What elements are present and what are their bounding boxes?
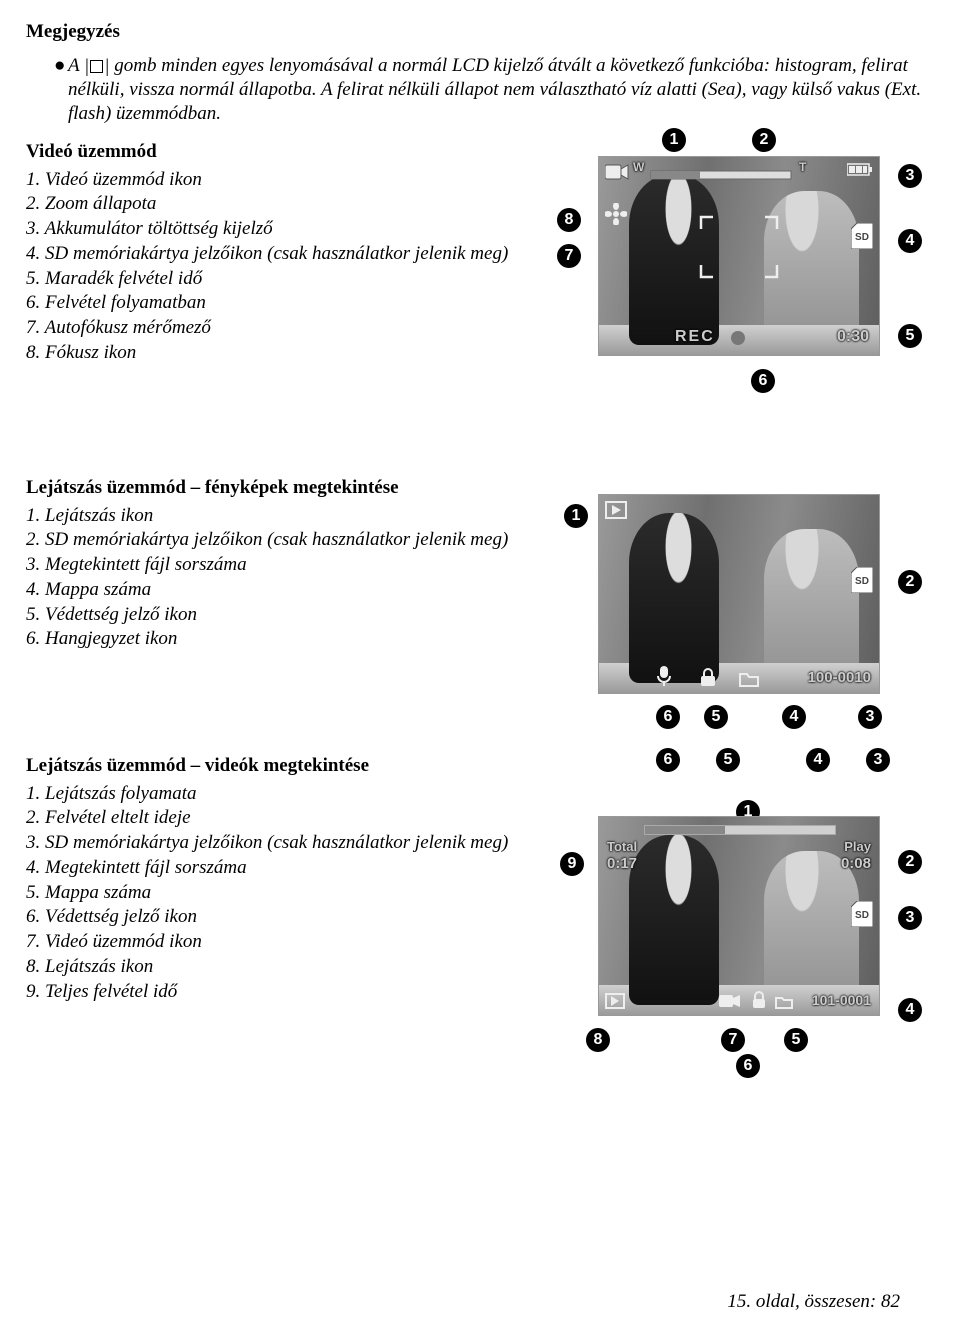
callout-3: 3 <box>858 705 882 729</box>
file-number: 101-0001 <box>812 992 871 1010</box>
play-icon <box>605 993 625 1009</box>
list-item: 2. Zoom állapota <box>26 192 526 216</box>
page-footer: 15. oldal, összesen: 82 <box>727 1290 900 1314</box>
rec-time: 0:30 <box>837 327 869 347</box>
voice-memo-icon <box>655 665 673 687</box>
note-text-prefix: A <box>68 55 84 76</box>
svg-text:SD: SD <box>855 910 869 921</box>
callout-4: 4 <box>806 748 830 772</box>
callout-8: 8 <box>557 208 581 232</box>
play-video-list: 1. Lejátszás folyamata 2. Felvétel eltel… <box>26 782 526 1004</box>
zoom-w-label: W <box>633 160 644 175</box>
note-text-suffix: gomb minden egyes lenyomásával a normál … <box>68 55 921 124</box>
macro-icon <box>605 203 627 225</box>
callout-2: 2 <box>752 128 776 152</box>
callout-3b: 3 <box>898 906 922 930</box>
play-photo-lcd: SD 100-0010 <box>598 494 880 694</box>
callout-1: 1 <box>564 504 588 528</box>
list-item: 3. Megtekintett fájl sorszáma <box>26 553 526 577</box>
sd-card-icon: SD <box>851 901 873 927</box>
folder-icon <box>775 995 793 1009</box>
video-mode-list: 1. Videó üzemmód ikon 2. Zoom állapota 3… <box>26 168 526 365</box>
list-item: 6. Védettség jelző ikon <box>26 905 526 929</box>
folder-icon <box>739 671 759 687</box>
list-item: 7. Autofókusz mérőmező <box>26 316 526 340</box>
callout-3: 3 <box>866 748 890 772</box>
video-lcd: W T SD REC 0:30 <box>598 156 880 356</box>
total-time: 0:17 <box>607 855 637 874</box>
zoom-t-label: T <box>799 160 806 175</box>
list-item: 4. Megtekintett fájl sorszáma <box>26 856 526 880</box>
total-label: Total <box>607 839 637 855</box>
callout-5: 5 <box>704 705 728 729</box>
focus-brackets-icon <box>699 215 779 279</box>
lock-icon <box>751 991 767 1009</box>
svg-text:SD: SD <box>855 232 869 243</box>
callout-6: 6 <box>656 705 680 729</box>
list-item: 9. Teljes felvétel idő <box>26 980 526 1004</box>
note-heading: Megjegyzés <box>26 20 926 44</box>
play-photo-list: 1. Lejátszás ikon 2. SD memóriakártya je… <box>26 504 526 652</box>
list-item: 3. SD memóriakártya jelzőikon (csak hasz… <box>26 831 526 855</box>
rec-dot-icon <box>731 331 745 345</box>
list-item: 6. Felvétel folyamatban <box>26 291 526 315</box>
callout-3: 3 <box>898 164 922 188</box>
list-item: 6. Hangjegyzet ikon <box>26 627 526 651</box>
list-item: 2. Felvétel eltelt ideje <box>26 806 526 830</box>
list-item: 3. Akkumulátor töltöttség kijelző <box>26 217 526 241</box>
callout-4: 4 <box>782 705 806 729</box>
callout-4b: 4 <box>898 998 922 1022</box>
list-item: 8. Fókusz ikon <box>26 341 526 365</box>
file-number: 100-0010 <box>808 669 871 688</box>
rec-label: REC <box>675 327 715 347</box>
callout-6: 6 <box>751 369 775 393</box>
sd-card-icon: SD <box>851 567 873 593</box>
battery-icon <box>847 163 873 176</box>
play-icon <box>605 501 627 519</box>
list-item: 4. SD memóriakártya jelzőikon (csak hasz… <box>26 242 526 266</box>
note-bullet: ● A || gomb minden egyes lenyomásával a … <box>54 54 926 126</box>
list-item: 5. Védettség jelző ikon <box>26 603 526 627</box>
lock-icon <box>699 667 717 687</box>
list-item: 7. Videó üzemmód ikon <box>26 930 526 954</box>
callout-9: 9 <box>560 852 584 876</box>
callout-7: 7 <box>557 244 581 268</box>
list-item: 1. Lejátszás ikon <box>26 504 526 528</box>
list-item: 1. Videó üzemmód ikon <box>26 168 526 192</box>
play-time: 0:08 <box>841 855 871 874</box>
sd-card-icon: SD <box>851 223 873 249</box>
callout-4: 4 <box>898 229 922 253</box>
play-video-title: Lejátszás üzemmód – videók megtekintése <box>26 754 526 778</box>
play-label: Play <box>844 839 871 855</box>
callout-8: 8 <box>586 1028 610 1052</box>
callout-5: 5 <box>898 324 922 348</box>
lcd-button-icon <box>90 60 103 73</box>
video-mode-small-icon <box>719 993 741 1009</box>
callout-7: 7 <box>721 1028 745 1052</box>
list-item: 1. Lejátszás folyamata <box>26 782 526 806</box>
callout-2: 2 <box>898 570 922 594</box>
list-item: 4. Mappa száma <box>26 578 526 602</box>
callout-1: 1 <box>662 128 686 152</box>
play-photo-title: Lejátszás üzemmód – fényképek megtekinté… <box>26 476 526 500</box>
callout-5b: 5 <box>784 1028 808 1052</box>
video-mode-icon <box>605 163 629 181</box>
callout-2: 2 <box>898 850 922 874</box>
list-item: 5. Maradék felvétel idő <box>26 267 526 291</box>
callout-6: 6 <box>656 748 680 772</box>
list-item: 8. Lejátszás ikon <box>26 955 526 979</box>
svg-text:SD: SD <box>855 576 869 587</box>
callout-6b: 6 <box>736 1054 760 1078</box>
video-mode-title: Videó üzemmód <box>26 140 526 164</box>
list-item: 5. Mappa száma <box>26 881 526 905</box>
callout-5: 5 <box>716 748 740 772</box>
list-item: 2. SD memóriakártya jelzőikon (csak hasz… <box>26 528 526 552</box>
play-video-lcd: Total 0:17 Play 0:08 SD 101-0001 <box>598 816 880 1016</box>
